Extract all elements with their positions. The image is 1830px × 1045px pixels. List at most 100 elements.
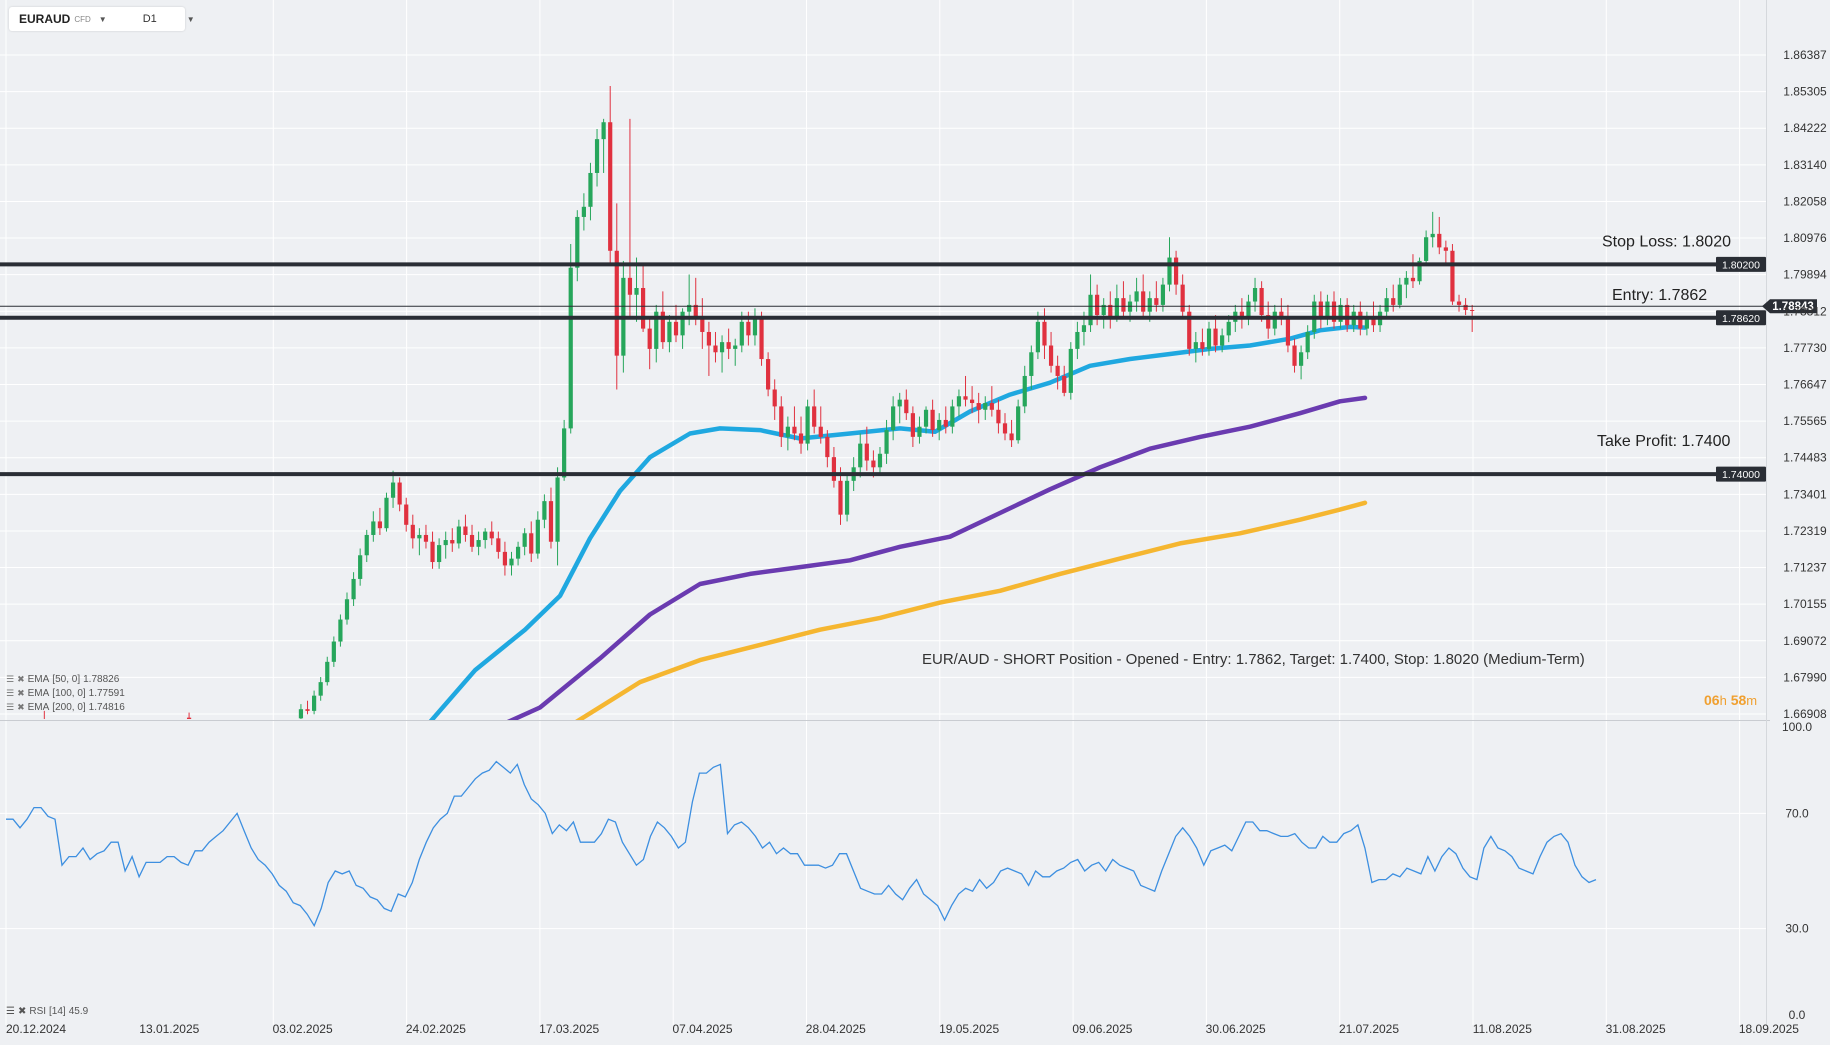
timeframe-dropdown-icon[interactable]: ▼: [186, 14, 195, 24]
timeframe-label[interactable]: D1: [142, 13, 157, 25]
symbol-dropdown-icon[interactable]: ▼: [98, 14, 107, 24]
candle: [529, 521, 534, 563]
candle-body: [858, 443, 863, 468]
menu-icon[interactable]: ☰: [6, 688, 15, 698]
candle-body: [1081, 325, 1087, 332]
candle-body: [798, 433, 804, 444]
symbol-toolbar[interactable]: EURAUD CFD ▼ D1 ▼: [9, 7, 195, 31]
candle: [660, 291, 665, 349]
candle: [1121, 281, 1126, 319]
menu-icon[interactable]: ☰: [6, 674, 15, 684]
candle: [785, 416, 790, 451]
candle-body: [1101, 304, 1106, 316]
candle-body: [417, 534, 422, 539]
candle: [937, 413, 942, 441]
candle-body: [502, 551, 508, 566]
candle-body: [812, 406, 817, 427]
candle: [996, 399, 1001, 434]
candle-body: [627, 277, 633, 295]
time-tick-label: 07.04.2025: [672, 1022, 732, 1036]
menu-icon[interactable]: ☰: [6, 1006, 15, 1017]
legend-ema50[interactable]: ☰ ✖ EMA [50, 0] 1.78826: [6, 674, 119, 685]
price-tick-label: 1.77730: [1783, 341, 1827, 355]
candle: [1430, 211, 1435, 248]
candle: [1325, 294, 1330, 326]
close-icon[interactable]: ✖: [17, 688, 25, 698]
time-tick-label: 17.03.2025: [539, 1022, 599, 1036]
candle: [325, 656, 330, 686]
symbol-label[interactable]: EURAUD: [19, 12, 71, 26]
legend-ema50-value: 1.78826: [83, 674, 120, 685]
time-tick-label: 28.04.2025: [806, 1022, 866, 1036]
candle-body: [871, 460, 876, 468]
legend-rsi[interactable]: ☰ ✖ RSI [14] 45.9: [6, 1006, 88, 1017]
candle: [1397, 277, 1402, 309]
candle: [358, 548, 363, 586]
candle-body: [608, 122, 613, 251]
candle-body: [673, 321, 679, 336]
legend-ema200[interactable]: ☰ ✖ EMA [200, 0] 1.74816: [6, 702, 125, 713]
candle: [1285, 304, 1291, 353]
price-tick-label: 1.76647: [1783, 378, 1827, 392]
legend-ema100[interactable]: ☰ ✖ EMA [100, 0] 1.77591: [6, 688, 125, 699]
price-tick-label: 1.79894: [1783, 268, 1827, 282]
candle: [496, 531, 501, 559]
candle-body: [548, 501, 554, 542]
close-icon[interactable]: ✖: [17, 702, 25, 712]
close-icon[interactable]: ✖: [17, 674, 25, 684]
candle: [680, 308, 685, 349]
candle-body: [1134, 291, 1139, 302]
candle: [502, 541, 508, 576]
candle: [641, 264, 646, 332]
candle-body: [575, 216, 580, 268]
candle-body: [844, 480, 850, 515]
candle: [1022, 365, 1027, 414]
candle: [404, 497, 409, 532]
candle: [601, 118, 606, 173]
candle-body: [647, 328, 652, 349]
candle-body: [312, 695, 317, 711]
candle-body: [1141, 291, 1146, 312]
candle-body: [1154, 298, 1159, 305]
candle: [364, 529, 369, 563]
candle-body: [1055, 365, 1060, 376]
close-icon[interactable]: ✖: [17, 1006, 27, 1017]
candle: [831, 447, 837, 488]
candle-body: [1016, 406, 1021, 441]
candle: [377, 507, 382, 535]
candle-body: [1062, 375, 1067, 393]
candle-body: [509, 558, 514, 566]
candle-body: [713, 345, 718, 353]
candle-body: [1364, 318, 1369, 329]
candle: [1279, 298, 1284, 326]
candle-body: [772, 389, 777, 407]
price-axis[interactable]: 1.86387 1.85305 1.84222 1.83140 1.82058 1.809…: [1782, 48, 1827, 1022]
candle: [956, 389, 962, 417]
candle: [963, 375, 968, 407]
candle: [779, 396, 784, 448]
menu-icon[interactable]: ☰: [6, 702, 15, 712]
candle-body: [963, 396, 968, 400]
candle: [719, 335, 725, 373]
candle-body: [700, 318, 705, 332]
candle-body: [654, 311, 659, 349]
candle: [1364, 311, 1369, 336]
candle-body: [1450, 250, 1455, 302]
candle: [1002, 413, 1008, 441]
candle: [1391, 284, 1396, 312]
time-tick-label: 30.06.2025: [1206, 1022, 1266, 1036]
time-axis[interactable]: 20.12.2024 13.01.2025 03.02.2025 24.02.2025…: [6, 1022, 1799, 1036]
candle: [1108, 291, 1113, 329]
candle: [588, 162, 593, 221]
candle: [344, 592, 350, 625]
candle-body: [693, 304, 698, 319]
price-tick-label: 1.80976: [1783, 231, 1827, 245]
candle-body: [825, 436, 830, 458]
levels[interactable]: 1.80200 Stop Loss: 1.8020 1.78620 Entry: 1.…: [0, 233, 1817, 482]
candle-body: [779, 406, 784, 437]
candle: [976, 392, 981, 424]
candle: [917, 416, 922, 444]
candle: [838, 467, 843, 525]
candle-body: [555, 477, 560, 542]
